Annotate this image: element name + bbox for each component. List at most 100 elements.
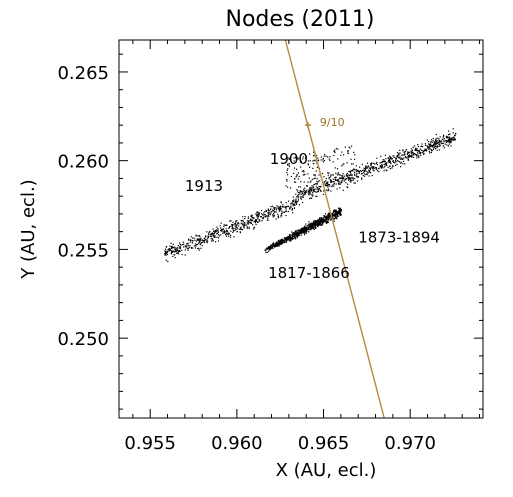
scatter-point xyxy=(390,158,392,160)
scatter-point xyxy=(370,164,372,166)
scatter-point xyxy=(395,159,397,161)
scatter-point xyxy=(446,140,448,142)
scatter-point xyxy=(333,210,335,212)
scatter-point xyxy=(444,143,446,145)
scatter-point xyxy=(239,227,242,229)
scatter-point xyxy=(286,178,288,181)
scatter-point xyxy=(293,160,295,162)
x-tick-label: 0.960 xyxy=(211,433,263,454)
scatter-point xyxy=(197,235,199,237)
scatter-point xyxy=(286,180,288,182)
scatter-point xyxy=(313,189,315,191)
scatter-point xyxy=(196,244,198,246)
scatter-point xyxy=(279,208,281,210)
scatter-point xyxy=(353,168,355,170)
scatter-point xyxy=(350,158,352,160)
scatter-point xyxy=(298,186,300,188)
scatter-point xyxy=(215,231,217,233)
scatter-point xyxy=(324,213,327,215)
scatter-point xyxy=(436,140,438,142)
scatter-point xyxy=(346,186,348,188)
scatter-point xyxy=(225,231,227,233)
scatter-point xyxy=(187,249,189,251)
scatter-point xyxy=(446,137,449,139)
scatter-point xyxy=(297,158,299,160)
scatter-point xyxy=(267,212,269,214)
scatter-point xyxy=(316,180,318,182)
scatter-point xyxy=(438,140,440,142)
scatter-point xyxy=(411,151,413,153)
scatter-point xyxy=(353,169,356,171)
scatter-point xyxy=(340,182,342,184)
scatter-point xyxy=(294,236,296,238)
scatter-point xyxy=(347,150,349,152)
scatter-point xyxy=(300,231,302,233)
scatter-point xyxy=(293,235,295,237)
scatter-point xyxy=(327,221,329,223)
scatter-point xyxy=(327,218,329,220)
scatter-point xyxy=(381,164,383,166)
scatter-point xyxy=(352,177,354,180)
scatter-point xyxy=(387,160,390,162)
scatter-point xyxy=(294,178,296,180)
scatter-point xyxy=(285,206,287,208)
scatter-point xyxy=(188,239,190,241)
scatter-point xyxy=(302,232,304,234)
scatter-point xyxy=(269,246,271,248)
scatter-point xyxy=(365,170,367,172)
scatter-point xyxy=(378,167,380,169)
scatter-point xyxy=(221,230,223,232)
scatter-point xyxy=(300,197,302,199)
scatter-point xyxy=(425,148,427,150)
scatter-point xyxy=(306,228,308,230)
scatter-point xyxy=(257,215,259,217)
scatter-point xyxy=(256,211,259,213)
scatter-point xyxy=(230,234,232,236)
scatter-point xyxy=(277,206,279,208)
scatter-point xyxy=(444,140,446,142)
scatter-point xyxy=(344,178,346,180)
scatter-point xyxy=(438,138,440,140)
scatter-point xyxy=(249,219,251,221)
scatter-point xyxy=(335,217,337,220)
scatter-point xyxy=(228,227,230,230)
scatter-point xyxy=(187,242,189,244)
scatter-point xyxy=(317,181,319,183)
scatter-point xyxy=(339,177,341,180)
scatter-point xyxy=(337,178,339,180)
scatter-point xyxy=(287,239,289,241)
scatter-point xyxy=(265,210,267,212)
scatter-point xyxy=(443,141,445,143)
scatter-point xyxy=(337,214,339,216)
scatter-point xyxy=(287,164,289,166)
scatter-point xyxy=(328,217,331,219)
scatter-point xyxy=(272,207,275,209)
scatter-point xyxy=(288,238,290,240)
x-axis-label: X (AU, ecl.) xyxy=(276,460,377,481)
scatter-point xyxy=(265,248,267,250)
scatter-point xyxy=(271,247,273,249)
scatter-point xyxy=(347,152,350,154)
scatter-point xyxy=(291,231,293,233)
scatter-point xyxy=(302,158,304,160)
scatter-point xyxy=(310,228,312,230)
scatter-point xyxy=(290,175,293,178)
scatter-point xyxy=(401,157,403,159)
scatter-point xyxy=(332,217,334,219)
scatter-point xyxy=(305,192,307,194)
scatter-point xyxy=(294,237,296,239)
scatter-point xyxy=(262,216,265,218)
scatter-point xyxy=(181,253,183,256)
scatter-point xyxy=(235,224,238,227)
scatter-point xyxy=(297,157,299,159)
scatter-point xyxy=(318,221,320,223)
scatter-point xyxy=(443,139,445,141)
scatter-point xyxy=(312,190,314,192)
scatter-point xyxy=(322,173,324,175)
scatter-point xyxy=(166,253,169,256)
scatter-point xyxy=(307,173,309,175)
scatter-point xyxy=(343,154,345,156)
scatter-point xyxy=(200,242,202,245)
scatter-point xyxy=(446,137,448,139)
scatter-point xyxy=(414,154,417,156)
